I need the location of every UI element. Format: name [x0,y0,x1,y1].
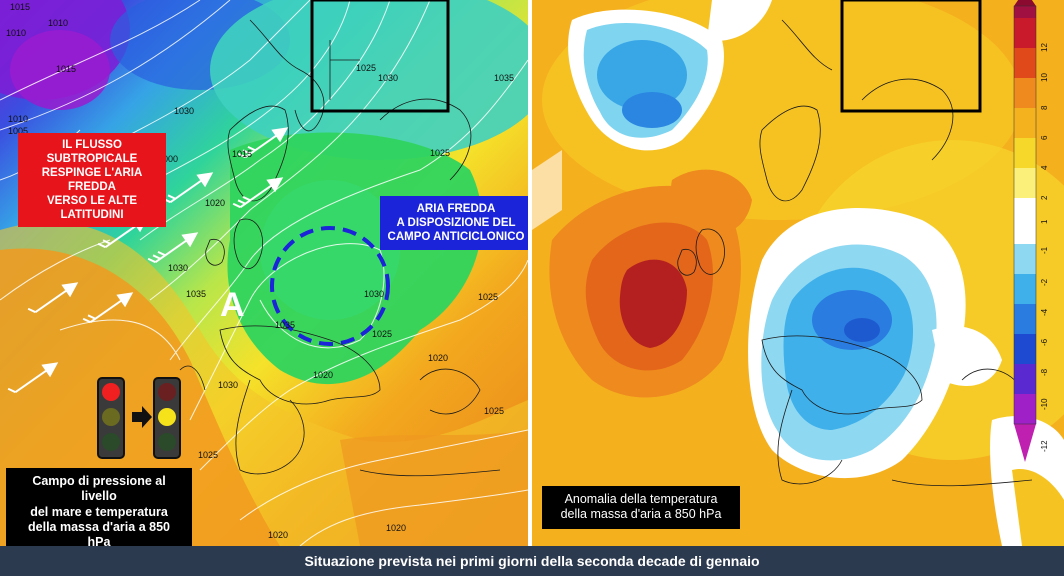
cold-air-label: ARIA FREDDA A DISPOSIZIONE DEL CAMPO ANT… [380,196,528,251]
pressure-temperature-field [0,0,528,546]
colorbar-tick: -6 [1040,338,1049,346]
isobar-label: 1020 [268,530,289,540]
red-label-line: RESPINGE L'ARIA FREDDA [41,167,143,194]
footer-caption: Situazione prevista nei primi giorni del… [0,546,1064,576]
caption-line: del mare e temperatura [30,504,168,519]
colorbar-tick: -10 [1040,398,1049,410]
isobar-label: 1020 [313,370,334,380]
colorbar-tick: -8 [1040,368,1049,376]
isobar-label: 1025 [198,450,219,460]
caption-line: Anomalia della temperatura [564,492,718,506]
blue-label-line: A DISPOSIZIONE DEL [396,217,516,230]
colorbar-tick: 12 [1040,43,1049,52]
isobar-label: 1035 [275,320,296,330]
isobar-label: 1025 [484,406,505,416]
pressure-temperature-map: 1010 1015 1010 1005 1015 1010 1025 1030 … [0,0,528,546]
isobar-label: 1030 [378,73,399,83]
isobar-label: 1030 [168,263,189,273]
isobar-label: 1010 [6,28,27,38]
anomaly-field [532,0,1064,546]
caption-line: Campo di pressione al livello [32,474,166,504]
colorbar-tick: -1 [1040,246,1049,254]
left-caption: Campo di pressione al livello del mare e… [6,468,192,546]
anticyclone-marker: A [220,286,245,324]
isobar-label: 1015 [56,64,77,74]
red-label-line: VERSO LE ALTE LATITUDINI [46,195,138,222]
colorbar-tick: -12 [1040,440,1049,452]
red-label-line: IL FLUSSO SUBTROPICALE [46,139,138,166]
isobar-label: 1015 [10,2,31,12]
colorbar-tick: -2 [1040,278,1049,286]
colorbar-tick: 8 [1040,105,1049,110]
colorbar [1013,0,1037,462]
right-caption: Anomalia della temperatura della massa d… [542,486,740,529]
subtropical-flow-label: IL FLUSSO SUBTROPICALE RESPINGE L'ARIA F… [18,133,166,228]
caption-line: della massa d'aria a 850 hPa [28,519,170,546]
colorbar-tick: 6 [1040,135,1049,140]
isobar-label: 1030 [218,380,239,390]
caption-line: della massa d'aria a 850 hPa [560,507,722,522]
isobar-label: 1030 [364,289,385,299]
colorbar-tick: 10 [1040,73,1049,82]
isobar-label: 1030 [174,106,195,116]
isobar-label: 1025 [430,148,451,158]
colorbar-tick: 2 [1040,195,1049,200]
blue-label-line: ARIA FREDDA [416,203,496,215]
isobar-label: 1035 [186,289,207,299]
blue-label-line: CAMPO ANTICICLONICO [387,231,525,244]
isobar-label: 1000 [158,154,179,164]
isobar-label: 1025 [478,292,499,302]
isobar-label: 1020 [386,523,407,533]
temperature-anomaly-map: 12 10 8 6 4 2 1 -1 -2 -4 -6 -8 -10 -12 A… [532,0,1064,546]
panel-divider [528,0,532,546]
isobar-label: 1005 [8,126,29,136]
isobar-label: 1010 [48,18,69,28]
isobar-label: 1015 [232,149,253,159]
isobar-label: 1025 [372,329,393,339]
colorbar-tick: -4 [1040,308,1049,316]
traffic-light-icon [97,377,181,459]
isobar-label: 1035 [494,73,515,83]
isobar-label: 1020 [428,353,449,363]
isobar-label: 1010 [8,114,29,124]
isobar-label: 1020 [205,198,226,208]
isobar-label: 1025 [356,63,377,73]
colorbar-tick: 4 [1040,165,1049,170]
colorbar-tick: 1 [1040,219,1049,224]
